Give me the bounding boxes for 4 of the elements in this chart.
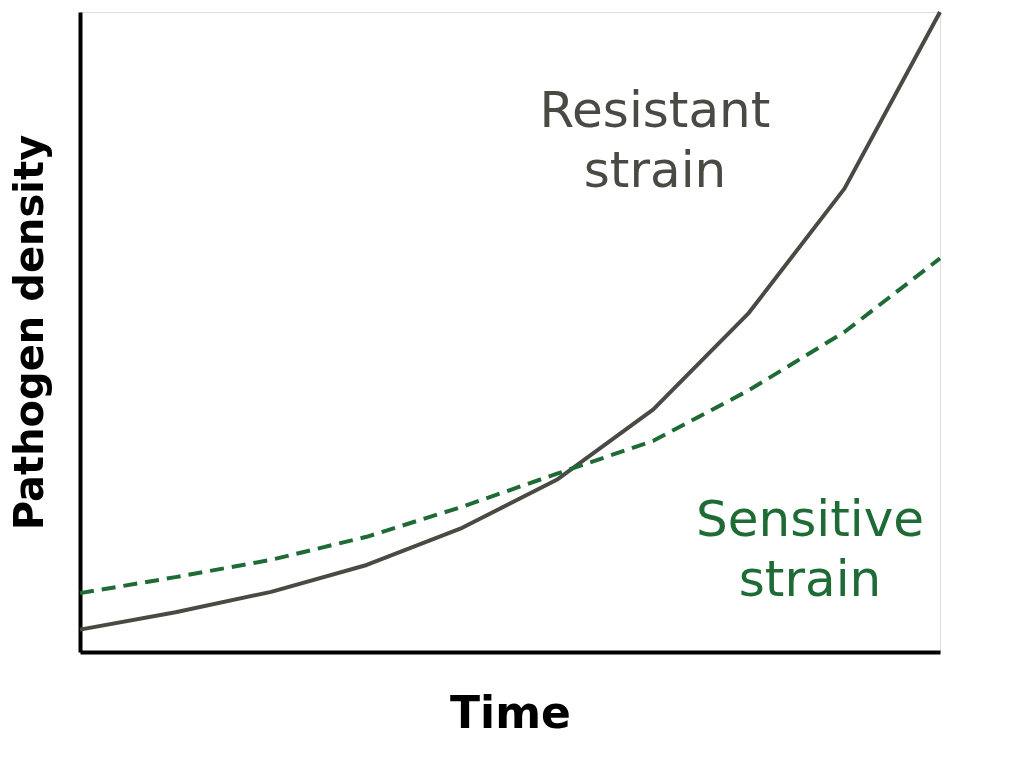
series-label: Sensitive strain [696,490,924,609]
y-axis-title: Pathogen density [5,134,52,531]
series-label: Resistant strain [539,81,771,199]
x-axis-title: Time [450,686,571,738]
